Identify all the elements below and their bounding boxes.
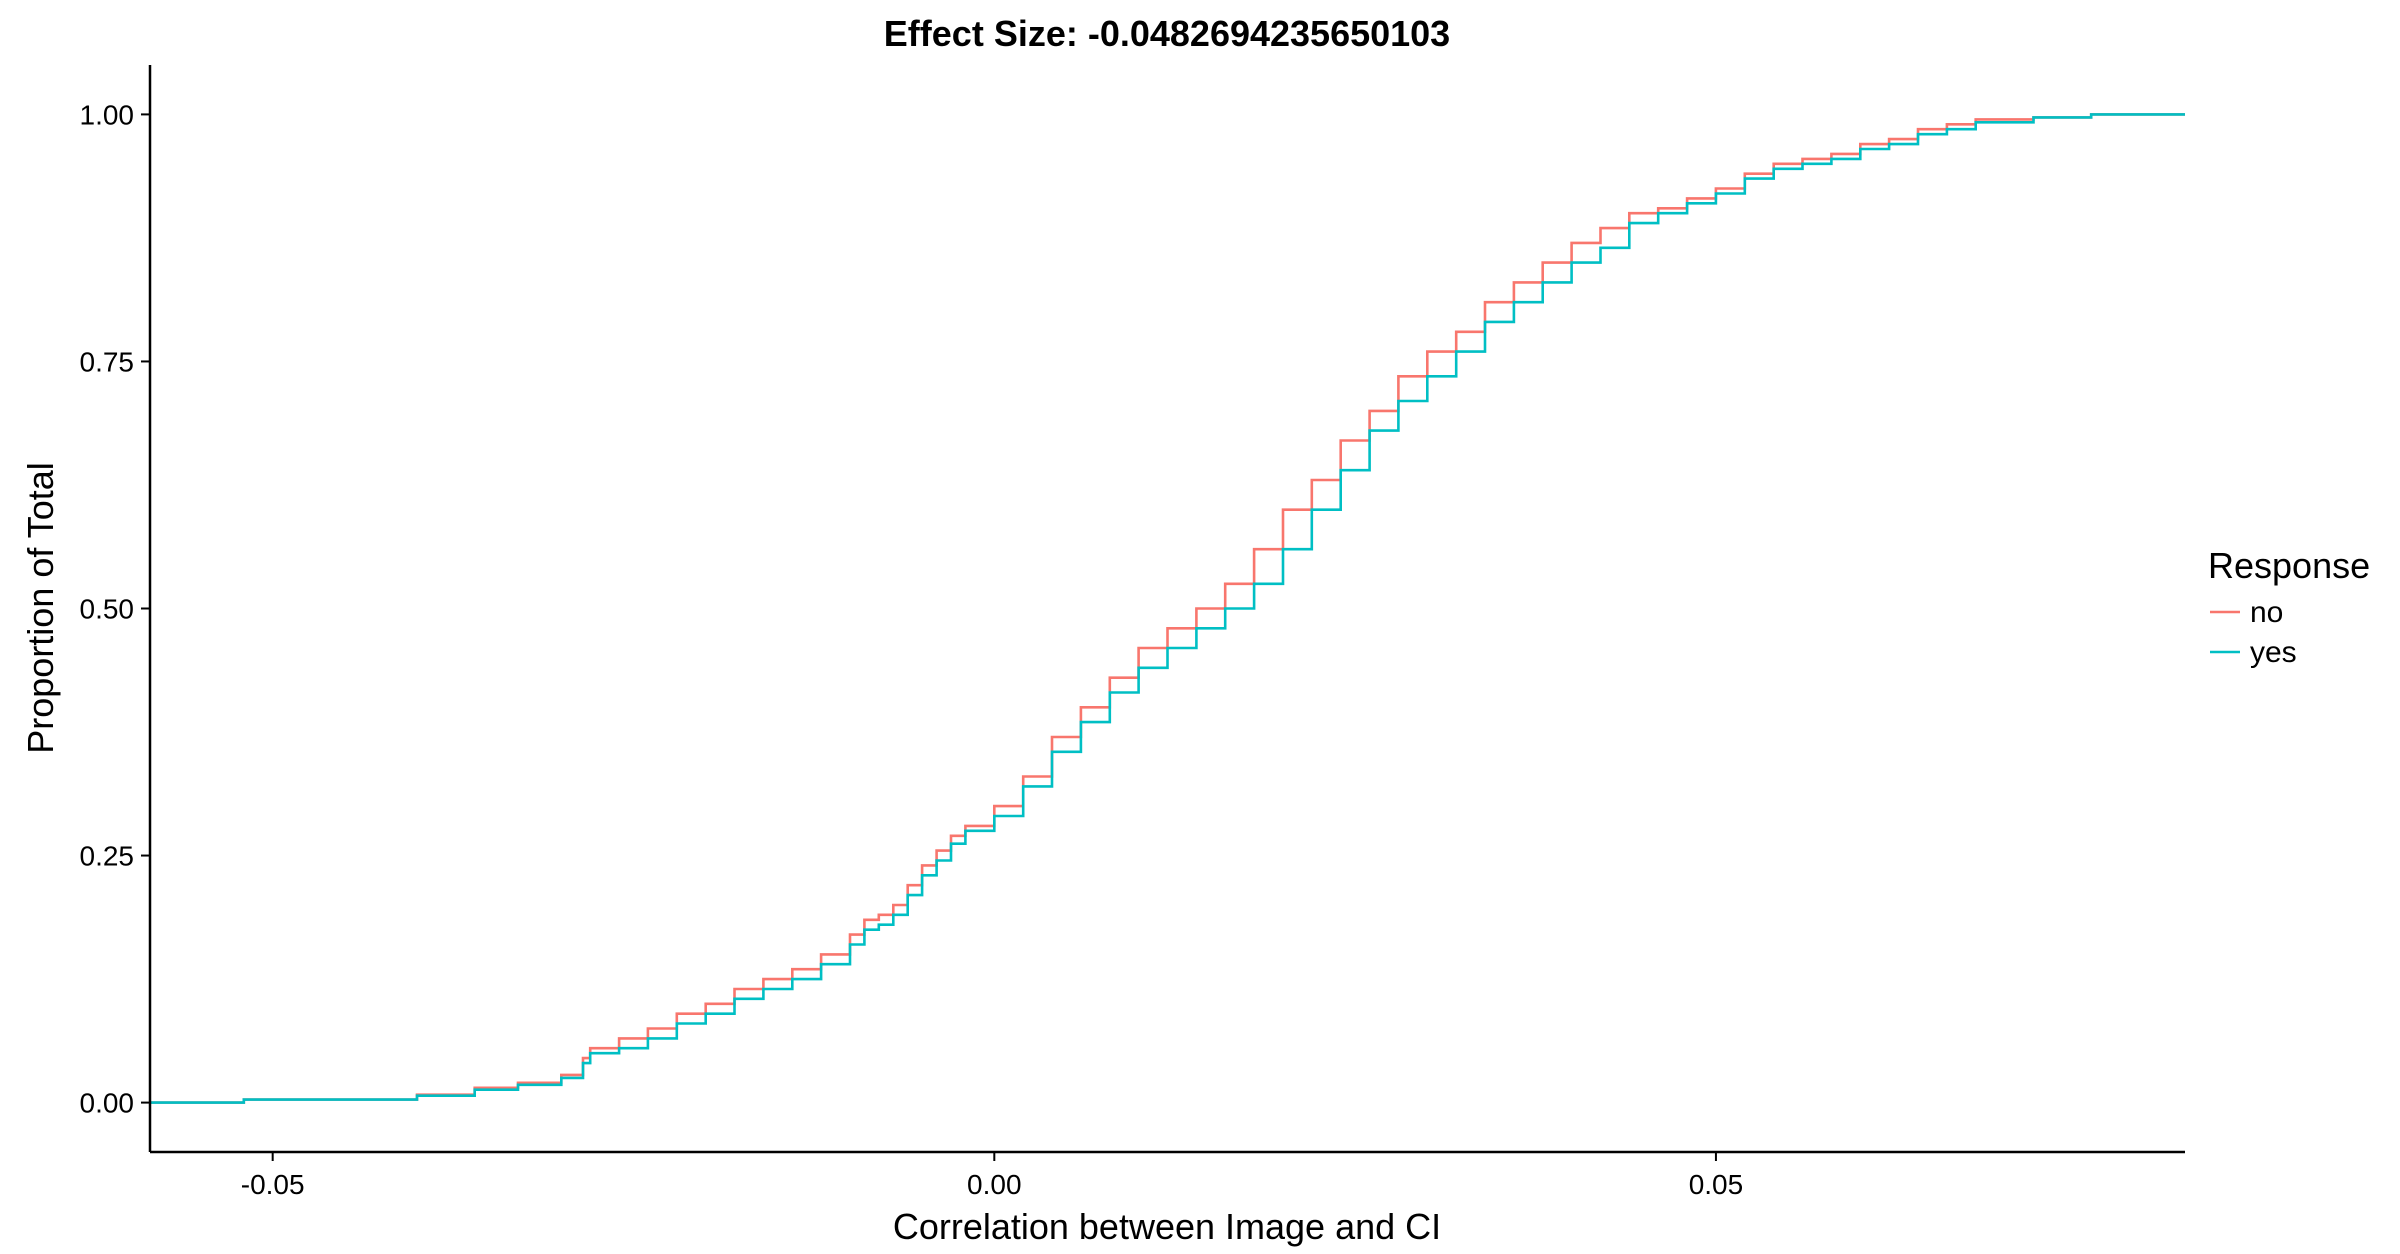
series-line-no	[150, 113, 2185, 1104]
y-tick-label: 0.75	[80, 346, 135, 377]
x-tick-label: 0.00	[967, 1169, 1022, 1200]
x-axis-title: Correlation between Image and CI	[893, 1206, 1441, 1247]
series-layer	[150, 113, 2185, 1104]
plot-area: -0.05 0.00 0.05 0.00 0.25 0.50 0.75 1.00	[80, 65, 2185, 1200]
y-tick-label: 0.25	[80, 841, 135, 872]
legend: Response no yes	[2208, 545, 2370, 669]
x-tick-label: 0.05	[1689, 1169, 1744, 1200]
legend-title: Response	[2208, 545, 2370, 586]
legend-label-yes: yes	[2250, 636, 2297, 669]
y-ticks: 0.00 0.25 0.50 0.75 1.00	[80, 99, 150, 1119]
x-ticks: -0.05 0.00 0.05	[241, 1152, 1743, 1200]
legend-label-no: no	[2250, 596, 2283, 629]
x-tick-label: -0.05	[241, 1169, 305, 1200]
legend-items: no yes	[2210, 596, 2297, 669]
series-line-yes	[150, 113, 2185, 1104]
chart-title: Effect Size: -0.0482694235650103	[884, 13, 1450, 54]
y-axis-title: Proportion of Total	[20, 462, 61, 754]
y-tick-label: 0.00	[80, 1088, 135, 1119]
y-tick-label: 0.50	[80, 594, 135, 625]
y-tick-label: 1.00	[80, 99, 135, 130]
